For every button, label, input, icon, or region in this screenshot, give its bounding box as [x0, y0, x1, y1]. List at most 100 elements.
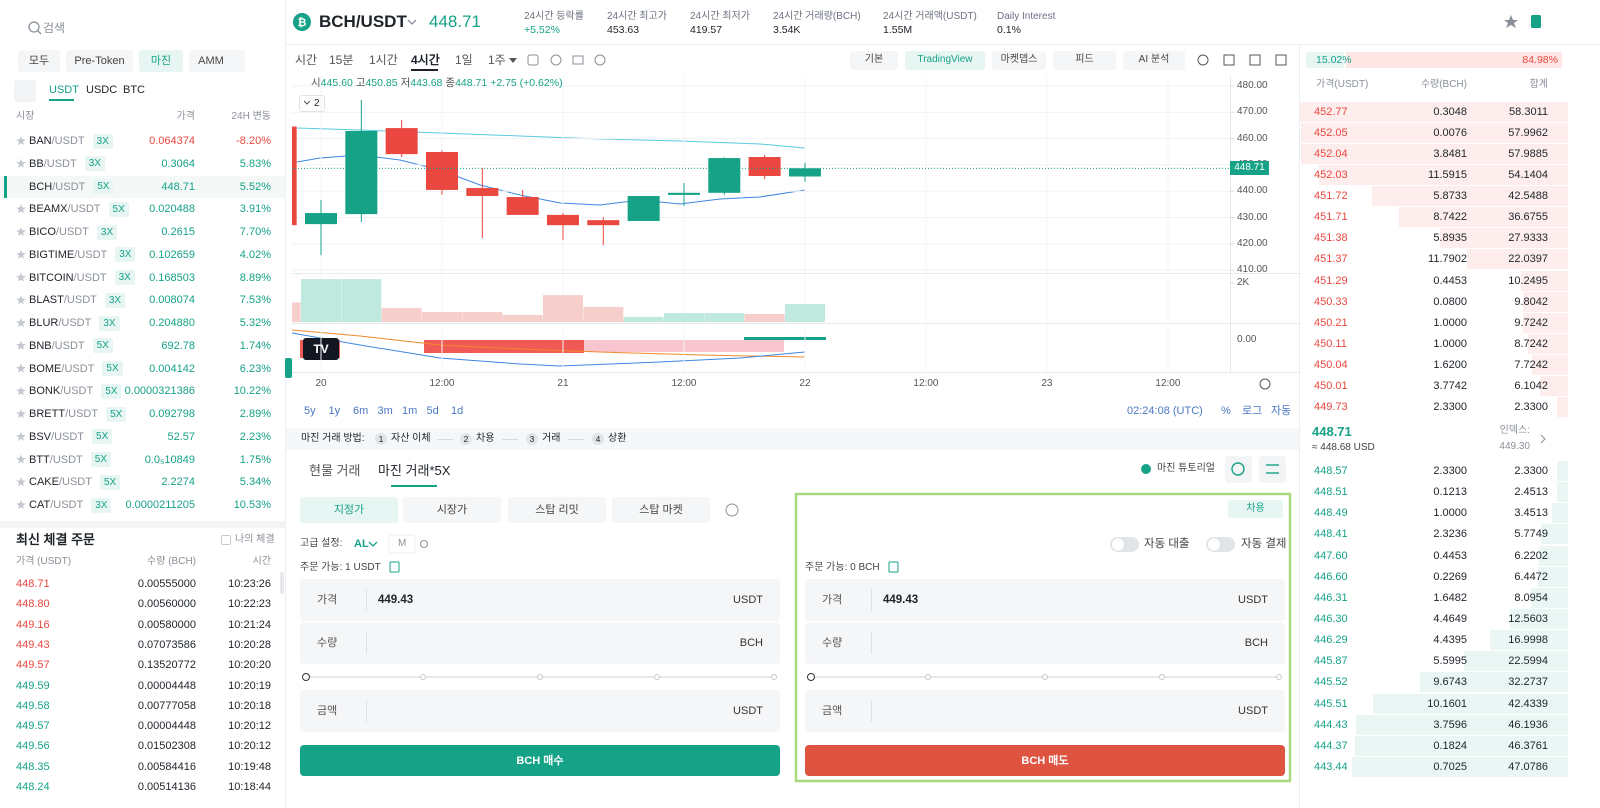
tool-icon[interactable] [527, 54, 539, 66]
star-filter[interactable] [14, 80, 36, 102]
favorite-star[interactable] [16, 295, 26, 305]
sell-button[interactable] [805, 745, 1285, 776]
settings-icon[interactable] [1259, 378, 1271, 390]
trade-tab[interactable]: 마진 거래*5X [378, 463, 451, 478]
slider-step[interactable] [771, 674, 777, 680]
scale-option[interactable]: % [1221, 405, 1231, 417]
favorite-star[interactable] [16, 409, 26, 418]
favorite-star[interactable] [16, 204, 26, 214]
tool-icon[interactable] [572, 55, 584, 65]
quote-tab[interactable]: USDC [86, 84, 118, 96]
slider-step[interactable] [1042, 674, 1048, 680]
input-field[interactable] [805, 579, 1285, 621]
range-button[interactable]: 1m [402, 405, 418, 417]
favorite-star[interactable] [16, 386, 26, 396]
scale-option[interactable]: 자동 [1271, 405, 1292, 417]
market-name[interactable]: CAKE/USDT 5X [29, 473, 121, 491]
order-type-tab[interactable] [403, 497, 501, 523]
range-button[interactable]: 1d [451, 405, 464, 417]
tool-icon[interactable] [550, 54, 562, 66]
favorite-star[interactable] [16, 500, 26, 509]
chevron[interactable] [1540, 434, 1546, 444]
info-icon[interactable] [725, 503, 739, 517]
favorite-star[interactable] [16, 249, 26, 259]
range-button[interactable]: 3m [377, 405, 393, 417]
option-box[interactable] [388, 534, 416, 554]
market-name[interactable]: BTT/USDT 5X [29, 451, 112, 469]
slider-step[interactable] [925, 674, 931, 680]
view-tab[interactable] [1123, 51, 1185, 70]
slider-step[interactable] [420, 674, 426, 680]
interval[interactable]: 시간 [295, 53, 318, 67]
favorite-star[interactable] [16, 431, 26, 441]
favorite-star[interactable] [16, 477, 26, 487]
icon-button[interactable] [1259, 456, 1286, 483]
tool-icon[interactable] [1197, 54, 1209, 66]
interval[interactable]: 15분 [329, 53, 354, 67]
borrow-button[interactable] [1228, 500, 1283, 518]
range-button[interactable]: 1y [328, 405, 341, 417]
chevron[interactable] [303, 100, 311, 105]
eye-icon[interactable] [420, 540, 428, 548]
input-field[interactable] [300, 622, 780, 664]
market-tab[interactable] [66, 50, 133, 72]
input-field[interactable] [805, 622, 1285, 664]
transfer-icon[interactable] [888, 561, 899, 573]
market-name[interactable]: BAN/USDT 3X [29, 132, 113, 150]
buy-button[interactable] [300, 745, 780, 776]
icon-button[interactable] [1225, 456, 1252, 483]
favorite-star[interactable] [16, 454, 26, 464]
market-name[interactable]: BNB/USDT 5X [29, 337, 113, 355]
market-name[interactable]: BITCOIN/USDT 3X [29, 269, 135, 287]
favorite-star[interactable] [16, 227, 26, 236]
market-tab[interactable] [139, 50, 183, 72]
interval[interactable]: 1시간 [369, 53, 398, 67]
market-name[interactable]: BRETT/USDT 5X [29, 405, 127, 423]
tutorial-link[interactable]: 마진 튜토리얼 [1157, 463, 1215, 474]
favorite-star[interactable] [16, 340, 26, 350]
slider-step[interactable] [302, 673, 310, 681]
market-tab[interactable] [18, 50, 60, 72]
input-field[interactable] [300, 690, 780, 732]
trade-tab[interactable]: 현물 거래 [309, 463, 361, 478]
indicator-toggle[interactable] [299, 95, 325, 112]
tool-icon[interactable] [1223, 54, 1235, 66]
market-name[interactable]: BCH/USDT 5X [29, 178, 114, 196]
pane-handle[interactable] [285, 358, 292, 378]
checkbox[interactable] [221, 535, 231, 545]
input-field[interactable] [805, 690, 1285, 732]
interval[interactable]: 4시간 [411, 53, 440, 67]
market-tab[interactable] [189, 50, 245, 72]
market-name[interactable]: CAT/USDT 3X [29, 496, 112, 514]
favorite-icon[interactable] [1504, 15, 1518, 28]
book-icon[interactable] [1531, 15, 1541, 28]
slider-step[interactable] [537, 674, 543, 680]
order-type-tab[interactable] [300, 497, 398, 523]
scale-option[interactable]: 로그 [1242, 405, 1263, 417]
input-field[interactable] [300, 579, 780, 621]
view-tab[interactable] [905, 51, 985, 70]
transfer-icon[interactable] [389, 561, 400, 573]
favorite-star[interactable] [16, 318, 26, 327]
range-button[interactable]: 6m [353, 405, 369, 417]
favorite-star[interactable] [16, 363, 26, 373]
market-name[interactable]: BONK/USDT 5X [29, 382, 122, 400]
view-tab[interactable] [850, 51, 898, 70]
chevron[interactable] [368, 541, 378, 547]
favorite-star[interactable] [16, 158, 26, 168]
slider-step[interactable] [1276, 674, 1282, 680]
favorite-star[interactable] [16, 272, 26, 282]
tool-icon[interactable] [1275, 54, 1287, 66]
view-tab[interactable] [1053, 51, 1116, 70]
view-tab[interactable] [992, 51, 1046, 70]
order-type-tab[interactable] [508, 497, 606, 523]
tool-icon[interactable] [1249, 54, 1261, 66]
market-name[interactable]: BOME/USDT 5X [29, 360, 123, 378]
favorite-star[interactable] [16, 136, 26, 145]
range-button[interactable]: 5y [304, 405, 316, 417]
interval[interactable]: 1일 [455, 53, 473, 67]
slider-step[interactable] [654, 674, 660, 680]
slider-step[interactable] [1159, 674, 1165, 680]
slider-step[interactable] [807, 673, 815, 681]
market-name[interactable]: BICO/USDT 3X [29, 223, 118, 241]
